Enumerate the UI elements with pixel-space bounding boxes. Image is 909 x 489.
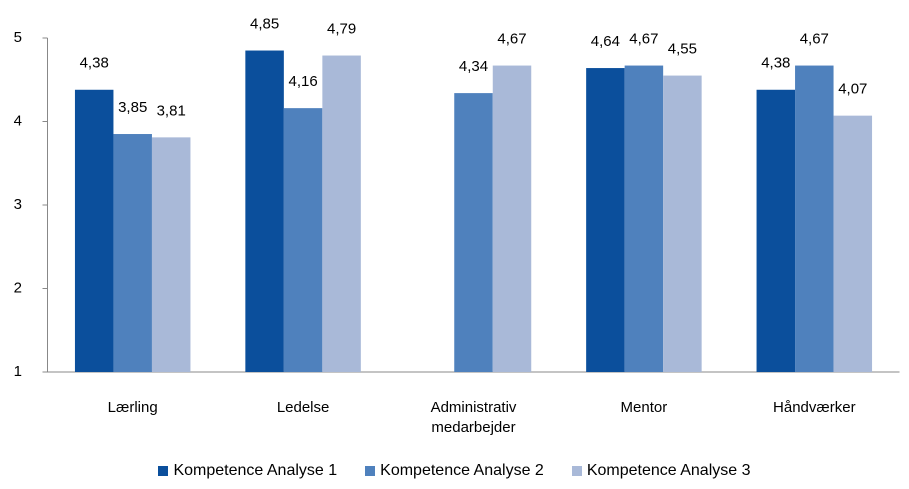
bar (74, 89, 114, 373)
y-tick-label: 2 (14, 279, 22, 296)
value-label: 4,07 (838, 81, 867, 98)
legend-swatch (365, 466, 376, 476)
value-label: 4,64 (591, 33, 620, 50)
value-label: 4,79 (327, 21, 356, 38)
bar (454, 93, 493, 373)
value-label: 4,16 (288, 73, 317, 90)
value-label: 4,38 (761, 55, 790, 72)
value-label: 4,85 (250, 15, 279, 32)
y-tick-label: 5 (14, 29, 22, 46)
y-tick-label: 4 (14, 112, 22, 129)
x-tick-label: Håndværker (773, 399, 856, 416)
value-label: 4,67 (800, 31, 829, 48)
x-tick-label: Mentor (620, 399, 668, 416)
y-tick-label: 1 (14, 363, 22, 380)
bar (795, 65, 834, 373)
legend-swatch (571, 466, 582, 476)
legend-label: Kompetence Analyse 1 (173, 462, 338, 479)
bar (245, 50, 284, 373)
y-tick-label: 3 (14, 196, 22, 213)
value-label: 4,67 (497, 31, 526, 48)
legend-label: Kompetence Analyse 3 (586, 462, 751, 479)
value-label: 4,34 (459, 58, 488, 75)
bar (151, 137, 191, 372)
bar (283, 108, 323, 372)
bar (113, 134, 152, 372)
bar (492, 65, 532, 373)
value-label: 3,81 (157, 102, 186, 119)
value-label: 3,85 (118, 99, 147, 116)
bar (756, 89, 796, 373)
bar (322, 55, 361, 372)
legend-swatch (158, 466, 169, 476)
legend-item: Kompetence Analyse 2 (365, 462, 544, 480)
legend-item: Kompetence Analyse 1 (158, 462, 337, 480)
x-tick-label: Ledelse (276, 399, 330, 416)
value-label: 4,38 (80, 55, 109, 72)
legend: Kompetence Analyse 1 Kompetence Analyse 2… (0, 462, 909, 480)
bar (624, 65, 664, 373)
x-tick-label: Administrativ medarbejder (430, 399, 517, 436)
value-label: 4,67 (629, 31, 658, 48)
bar (833, 115, 873, 372)
bar (586, 68, 625, 372)
x-tick-label: Lærling (107, 399, 158, 416)
legend-item: Kompetence Analyse 3 (571, 462, 751, 480)
value-label: 4,55 (668, 41, 697, 58)
legend-label: Kompetence Analyse 2 (380, 462, 544, 479)
bar (663, 75, 702, 372)
